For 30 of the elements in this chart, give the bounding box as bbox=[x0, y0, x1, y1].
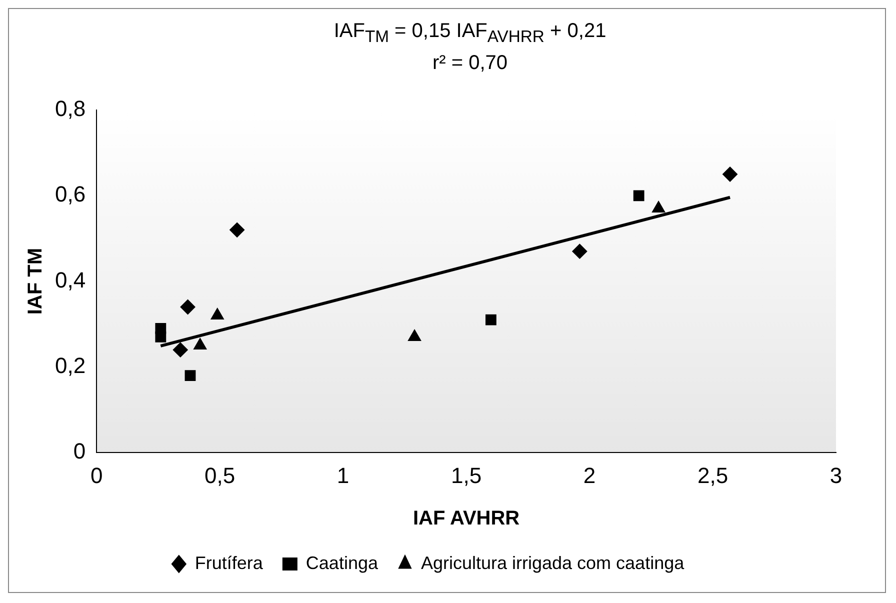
x-tick-label: 2,5 bbox=[697, 462, 728, 488]
point bbox=[172, 342, 188, 358]
point bbox=[155, 332, 166, 342]
legend-label: Caatinga bbox=[306, 552, 379, 573]
legend-label: Frutífera bbox=[194, 552, 264, 573]
y-tick-label: 0,4 bbox=[54, 267, 86, 292]
text: IAF$_{TM}$ = 0,15 IAF$_{AVHRR}$ + 0,21 bbox=[332, 19, 608, 48]
y-axis-title: IAF TM bbox=[24, 248, 47, 315]
y-tick-label: 0 bbox=[73, 438, 86, 464]
point bbox=[572, 244, 588, 259]
y-tick-label: 0,2 bbox=[54, 353, 86, 378]
y-tick-label: 0,6 bbox=[54, 182, 86, 207]
x-tick-label: 1 bbox=[336, 462, 350, 488]
text: r² = 0,70 bbox=[431, 51, 509, 76]
x-tick-label: 1,5 bbox=[450, 462, 482, 488]
point bbox=[485, 314, 496, 326]
y-tick-label: 0,8 bbox=[54, 96, 86, 122]
x-tick-label: 0,5 bbox=[204, 462, 236, 488]
point bbox=[230, 222, 245, 238]
x-axis-title: IAF AVHRR bbox=[412, 508, 520, 530]
point bbox=[722, 166, 738, 182]
point bbox=[184, 370, 196, 381]
x-tick-label: 2 bbox=[583, 462, 596, 488]
point bbox=[194, 338, 207, 350]
x-tick-label: 3 bbox=[830, 462, 842, 488]
point bbox=[633, 190, 644, 202]
x-tick-label: 0 bbox=[90, 462, 103, 488]
point bbox=[180, 299, 196, 314]
point bbox=[210, 308, 224, 320]
legend-label: Agricultura irrigada com caatinga bbox=[420, 552, 686, 573]
